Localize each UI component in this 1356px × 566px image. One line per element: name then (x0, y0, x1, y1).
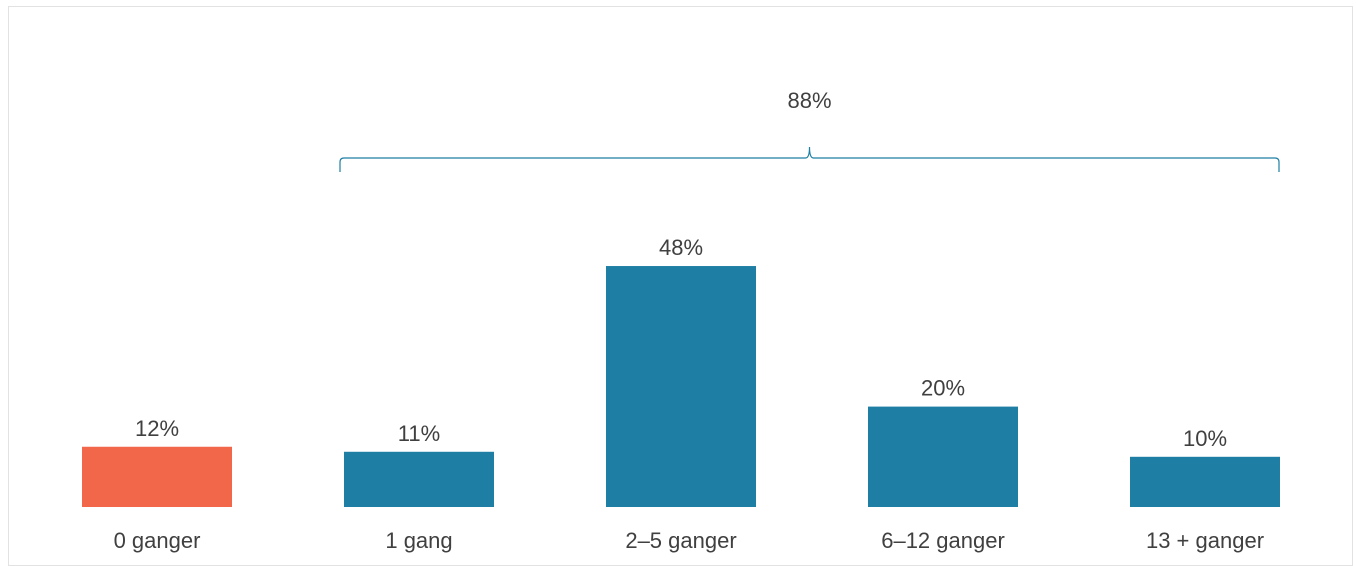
value-label-2-5-ganger: 48% (659, 235, 703, 260)
value-label-0-ganger: 12% (135, 416, 179, 441)
bar-6-12-ganger (868, 406, 1018, 507)
value-labels: 12% 11% 48% 20% 10% (135, 235, 1227, 451)
value-label-1-gang: 11% (398, 421, 440, 446)
category-labels: 0 ganger 1 gang 2–5 ganger 6–12 ganger 13 + … (114, 528, 1264, 553)
bar-13-ganger (1130, 456, 1280, 507)
bar-2-5-ganger (606, 266, 756, 507)
category-label-0-ganger: 0 ganger (114, 528, 201, 553)
value-label-6-12-ganger: 20% (921, 376, 965, 401)
value-label-13-ganger: 10% (1183, 426, 1227, 451)
category-label-1-gang: 1 gang (385, 528, 452, 553)
bracket-group: 88% (339, 88, 1280, 172)
bar-0-ganger (82, 446, 232, 507)
category-label-13-ganger: 13 + ganger (1146, 528, 1264, 553)
bracket-88 (339, 146, 1280, 172)
category-label-6-12-ganger: 6–12 ganger (881, 528, 1005, 553)
bar-1-gang (344, 451, 494, 507)
bars (82, 266, 1280, 507)
bracket-label: 88% (787, 88, 831, 113)
category-label-2-5-ganger: 2–5 ganger (625, 528, 736, 553)
